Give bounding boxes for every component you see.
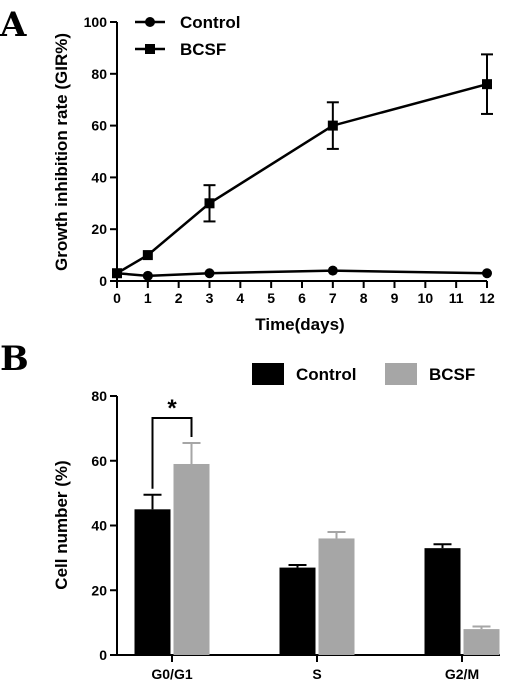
series-line-bcsf xyxy=(116,82,488,275)
x-tick-label: 3 xyxy=(206,290,214,306)
series-line-control xyxy=(116,269,488,278)
bar-bcsf xyxy=(463,629,500,655)
data-point-bcsf xyxy=(482,79,492,90)
y-tick-label: 20 xyxy=(91,582,107,598)
legend-label-bcsf: BCSF xyxy=(180,40,226,59)
x-tick-label: 2 xyxy=(175,290,183,306)
x-tick-label: 6 xyxy=(298,290,306,306)
data-point-control xyxy=(204,268,215,279)
y-tick-label: 80 xyxy=(91,388,107,404)
y-tick-label: 0 xyxy=(99,273,107,289)
data-point-bcsf xyxy=(112,268,122,279)
legend-swatch-bcsf xyxy=(385,363,417,385)
legend-label-control: Control xyxy=(180,13,240,32)
legend-label-bcsf: BCSF xyxy=(429,365,475,384)
data-point-bcsf xyxy=(327,120,338,131)
legend-label-control: Control xyxy=(296,365,356,384)
data-point-control xyxy=(482,268,492,279)
x-tick-label: 8 xyxy=(360,290,368,306)
y-axis-title: Growth inhibition rate (GIR%) xyxy=(52,33,71,271)
significance-marker: * xyxy=(167,395,177,422)
x-tick-label: 4 xyxy=(236,290,244,306)
panel-label-b: B xyxy=(0,339,29,379)
x-tick-label: 7 xyxy=(329,290,337,306)
x-tick-label: 5 xyxy=(267,290,275,306)
y-tick-label: 20 xyxy=(91,221,107,237)
x-tick-label: 0 xyxy=(113,290,121,306)
data-point-control xyxy=(327,265,338,276)
bar-control xyxy=(424,548,461,655)
x-tick-label: G0/G1 xyxy=(151,666,192,682)
bar-bcsf xyxy=(173,463,210,655)
x-tick-label: S xyxy=(312,666,321,682)
x-tick-label: G2/M xyxy=(445,666,479,682)
bar-chart-panel-b: 0 20 40 60 80 G0/G1 S G2/M Control BCSF * Cell n… xyxy=(52,363,500,682)
x-tick-label: 1 xyxy=(144,290,152,306)
x-tick-label: 12 xyxy=(479,290,495,306)
panel-label-a: A xyxy=(0,5,27,45)
legend-marker-circle xyxy=(145,17,155,27)
y-axis-title: Cell number (%) xyxy=(52,460,71,589)
y-tick-label: 0 xyxy=(99,647,107,663)
bar-control xyxy=(279,567,316,655)
legend-marker-square xyxy=(145,44,155,54)
bar-bcsf xyxy=(318,538,355,655)
legend-swatch-control xyxy=(252,363,284,385)
x-tick-label: 9 xyxy=(391,290,399,306)
significance-bracket xyxy=(151,417,193,489)
y-tick-label: 80 xyxy=(91,66,107,82)
y-tick-label: 40 xyxy=(91,169,107,185)
y-tick-label: 60 xyxy=(91,118,107,134)
x-axis-title: Time(days) xyxy=(255,315,344,334)
x-tick-label: 11 xyxy=(449,290,464,306)
bar-control xyxy=(134,509,171,655)
data-point-control xyxy=(142,270,153,281)
data-point-bcsf xyxy=(204,198,215,209)
y-tick-label: 40 xyxy=(91,518,107,534)
x-tick-label: 10 xyxy=(418,290,434,306)
data-point-bcsf xyxy=(142,250,153,261)
y-tick-label: 60 xyxy=(91,453,107,469)
y-tick-label: 100 xyxy=(84,14,108,30)
